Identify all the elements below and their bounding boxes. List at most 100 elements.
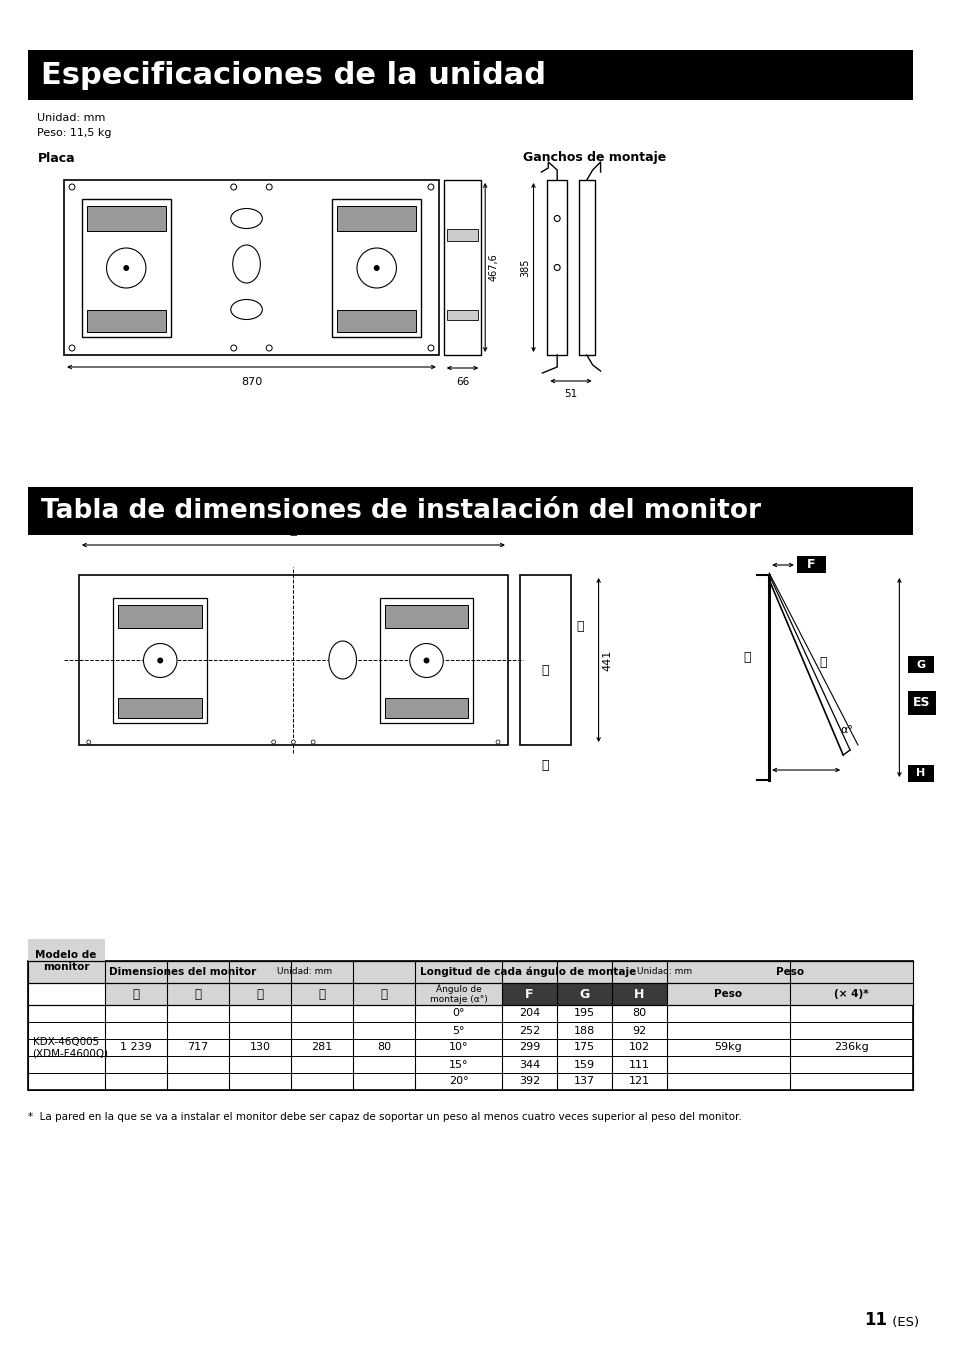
Text: Modelo de
monitor: Modelo de monitor: [35, 950, 96, 971]
Bar: [907, 655, 933, 673]
Bar: [578, 180, 594, 355]
Text: ES: ES: [912, 697, 930, 709]
Text: 204: 204: [518, 1008, 539, 1019]
Text: Ⓑ: Ⓑ: [743, 651, 750, 663]
Bar: [907, 690, 935, 715]
Text: 51: 51: [564, 389, 577, 399]
Bar: [64, 180, 438, 355]
Ellipse shape: [233, 245, 260, 282]
Text: 137: 137: [573, 1077, 595, 1086]
Bar: [666, 984, 789, 1005]
Circle shape: [496, 740, 499, 744]
Text: 11: 11: [863, 1310, 886, 1329]
Circle shape: [231, 345, 236, 351]
Bar: [105, 961, 415, 984]
Text: 121: 121: [628, 1077, 649, 1086]
Bar: [28, 961, 912, 1090]
Text: 111: 111: [628, 1059, 649, 1070]
Bar: [28, 50, 912, 100]
Text: 195: 195: [573, 1008, 595, 1019]
Text: F: F: [524, 988, 533, 1001]
Circle shape: [374, 265, 379, 272]
Text: 441: 441: [602, 650, 612, 670]
Bar: [229, 984, 291, 1005]
Circle shape: [356, 249, 396, 288]
Text: Ⓓ: Ⓓ: [318, 988, 325, 1001]
Bar: [353, 984, 415, 1005]
Bar: [87, 309, 166, 332]
Text: H: H: [634, 988, 643, 1001]
Text: Ⓔ: Ⓔ: [380, 988, 387, 1001]
Bar: [82, 199, 171, 336]
Text: Ⓐ: Ⓐ: [290, 524, 296, 536]
Bar: [446, 230, 477, 242]
Text: Especificaciones de la unidad: Especificaciones de la unidad: [41, 61, 546, 89]
Text: 159: 159: [573, 1059, 595, 1070]
Text: Ⓑ: Ⓑ: [576, 620, 583, 632]
Text: KDX-46Q005
(XDM-F4600Q): KDX-46Q005 (XDM-F4600Q): [32, 1036, 109, 1058]
Text: H: H: [916, 767, 924, 778]
Text: 130: 130: [249, 1043, 270, 1052]
Bar: [79, 576, 507, 744]
Text: 236kg: 236kg: [833, 1043, 868, 1052]
Bar: [384, 605, 468, 628]
Bar: [666, 961, 912, 984]
Circle shape: [266, 345, 272, 351]
Text: 80: 80: [632, 1008, 645, 1019]
Text: Ganchos de montaje: Ganchos de montaje: [522, 151, 665, 165]
Bar: [796, 557, 825, 573]
Text: 870: 870: [240, 377, 262, 386]
Text: 0°: 0°: [452, 1008, 464, 1019]
Circle shape: [107, 249, 146, 288]
Bar: [415, 984, 501, 1005]
Text: 281: 281: [311, 1043, 333, 1052]
Text: 59kg: 59kg: [714, 1043, 741, 1052]
Bar: [113, 598, 207, 723]
Circle shape: [123, 265, 129, 272]
Bar: [415, 961, 666, 984]
Text: 252: 252: [518, 1025, 539, 1035]
Circle shape: [423, 658, 429, 663]
Text: Unidad: mm: Unidad: mm: [276, 967, 332, 977]
Text: G: G: [578, 988, 589, 1001]
Text: Ⓒ: Ⓒ: [256, 988, 263, 1001]
Text: 10°: 10°: [448, 1043, 468, 1052]
Text: 80: 80: [376, 1043, 391, 1052]
Text: Peso: 11,5 kg: Peso: 11,5 kg: [37, 128, 112, 138]
Text: G: G: [916, 659, 924, 670]
Text: Ⓔ: Ⓔ: [541, 759, 549, 771]
Text: 175: 175: [573, 1043, 595, 1052]
Circle shape: [266, 184, 272, 190]
Text: Unidad: mm: Unidad: mm: [637, 967, 692, 977]
Text: Ángulo de
montaje (α°): Ángulo de montaje (α°): [429, 984, 487, 1004]
Text: *  La pared en la que se va a instalar el monitor debe ser capaz de soportar un : * La pared en la que se va a instalar el…: [28, 1112, 740, 1121]
Bar: [379, 598, 473, 723]
Circle shape: [87, 740, 91, 744]
Text: 385: 385: [520, 258, 530, 277]
Circle shape: [554, 265, 559, 270]
Circle shape: [231, 184, 236, 190]
Circle shape: [143, 643, 177, 677]
Circle shape: [69, 345, 75, 351]
Bar: [332, 199, 420, 336]
Text: 20°: 20°: [448, 1077, 468, 1086]
Circle shape: [157, 658, 163, 663]
Text: 1 239: 1 239: [119, 1043, 152, 1052]
Bar: [167, 984, 229, 1005]
Circle shape: [311, 740, 314, 744]
Text: 66: 66: [456, 377, 469, 386]
Bar: [519, 576, 571, 744]
Bar: [291, 984, 353, 1005]
Bar: [611, 984, 666, 1005]
Text: Ⓑ: Ⓑ: [194, 988, 201, 1001]
Ellipse shape: [231, 300, 262, 319]
Circle shape: [291, 740, 295, 744]
Bar: [28, 486, 912, 535]
Text: Ⓐ: Ⓐ: [132, 988, 139, 1001]
Text: Longitud de cada ángulo de montaje: Longitud de cada ángulo de montaje: [419, 967, 636, 977]
Bar: [501, 984, 557, 1005]
Circle shape: [554, 216, 559, 222]
Bar: [557, 984, 611, 1005]
Text: 392: 392: [518, 1077, 539, 1086]
Text: α°: α°: [840, 725, 852, 735]
